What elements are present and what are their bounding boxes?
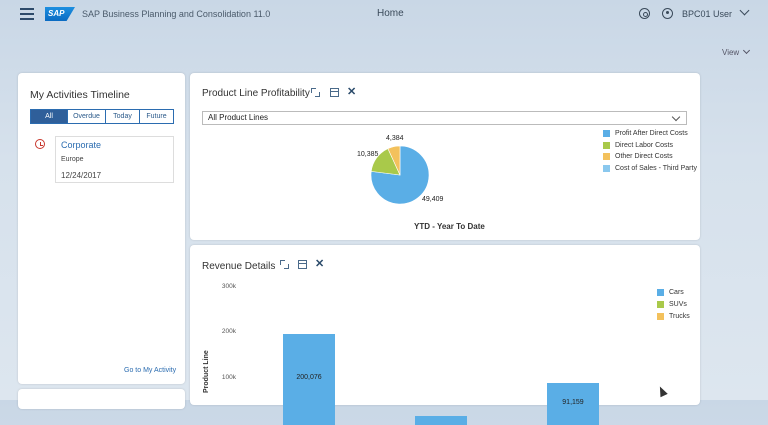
activities-title: My Activities Timeline <box>30 89 130 101</box>
legend-label: Other Direct Costs <box>615 153 673 160</box>
app-title: SAP Business Planning and Consolidation … <box>82 9 271 19</box>
secondary-card <box>18 389 185 409</box>
legend-swatch <box>657 313 664 320</box>
legend-label: Direct Labor Costs <box>615 141 673 149</box>
legend-swatch <box>657 289 664 296</box>
bar-data-label: 200,076 <box>296 373 322 381</box>
legend-item[interactable]: Cars <box>657 289 684 296</box>
legend-label: Profit After Direct Costs <box>615 130 688 137</box>
legend-item[interactable]: SUVs <box>657 301 687 308</box>
legend-item[interactable]: Profit After Direct Costs <box>603 130 688 137</box>
bar[interactable] <box>415 415 467 425</box>
select-value: All Product Lines <box>208 113 269 122</box>
user-name[interactable]: BPC01 User <box>682 9 733 19</box>
clock-icon <box>35 139 45 149</box>
profitability-card: Product Line Profitability ✕ All Product… <box>190 73 700 240</box>
shell-bar: SAP SAP Business Planning and Consolidat… <box>0 0 768 28</box>
y-axis-label: Product Line <box>203 350 210 393</box>
pie-data-label: 49,409 <box>422 196 444 203</box>
legend-item[interactable]: Cost of Sales - Third Party <box>603 164 697 172</box>
activity-item[interactable] <box>55 136 174 183</box>
activities-card: My Activities Timeline All Overdue Today… <box>18 73 185 384</box>
table-view-icon[interactable] <box>330 88 339 97</box>
legend-label: SUVs <box>669 301 687 308</box>
hamburger-menu-icon[interactable] <box>20 8 34 20</box>
pie-data-label: 10,385 <box>357 151 379 158</box>
chevron-down-icon[interactable] <box>739 5 750 16</box>
close-icon[interactable]: ✕ <box>315 258 325 270</box>
legend-swatch <box>603 164 610 172</box>
revenue-title: Revenue Details <box>202 261 276 272</box>
legend-item[interactable]: Direct Labor Costs <box>603 141 673 149</box>
legend-swatch <box>603 130 610 137</box>
sap-logo[interactable]: SAP <box>45 7 75 21</box>
user-avatar-icon[interactable] <box>662 8 673 19</box>
activity-title[interactable]: Corporate <box>61 140 102 150</box>
bar-data-label: 91,159 <box>562 399 584 407</box>
go-to-my-activity-link[interactable]: Go to My Activity <box>124 367 177 374</box>
activity-date: 12/24/2017 <box>61 171 102 180</box>
pie-slice[interactable] <box>387 145 401 176</box>
close-icon[interactable]: ✕ <box>347 86 357 98</box>
legend-item[interactable]: Other Direct Costs <box>603 153 673 160</box>
chevron-down-icon <box>671 112 681 122</box>
legend-label: Trucks <box>669 313 690 320</box>
expand-icon[interactable] <box>311 88 320 97</box>
tab-all[interactable]: All <box>30 109 68 124</box>
tab-overdue[interactable]: Overdue <box>68 109 106 124</box>
y-tick-label: 200k <box>221 328 236 335</box>
pie-caption: YTD - Year To Date <box>414 222 485 231</box>
legend-swatch <box>603 141 610 149</box>
pie-data-label: 4,384 <box>386 135 404 142</box>
view-menu-button[interactable]: View <box>722 46 751 57</box>
legend-label: Cars <box>669 289 684 296</box>
product-line-select[interactable]: All Product Lines <box>202 111 687 125</box>
legend-swatch <box>657 301 664 308</box>
chevron-down-icon <box>743 46 751 55</box>
expand-icon[interactable] <box>280 260 289 269</box>
legend-label: Cost of Sales - Third Party <box>615 164 697 172</box>
legend-item[interactable]: Trucks <box>657 313 690 320</box>
table-view-icon[interactable] <box>298 260 307 269</box>
page-title[interactable]: Home <box>377 8 404 19</box>
tab-future[interactable]: Future <box>140 109 174 124</box>
tab-today[interactable]: Today <box>106 109 140 124</box>
y-tick-label: 300k <box>221 283 236 290</box>
activity-filter-tabs: All Overdue Today Future <box>30 109 174 124</box>
legend-swatch <box>603 153 610 160</box>
view-label: View <box>722 48 740 57</box>
pie-slice[interactable] <box>370 145 430 205</box>
pie-chart <box>370 145 430 205</box>
y-tick-label: 100k <box>221 374 236 381</box>
profitability-title: Product Line Profitability <box>202 88 310 99</box>
settings-gear-icon[interactable] <box>639 8 650 19</box>
activity-subtitle: Europe <box>61 156 84 163</box>
revenue-card: Revenue Details ✕ 300k 200k 100k Product… <box>190 245 700 425</box>
